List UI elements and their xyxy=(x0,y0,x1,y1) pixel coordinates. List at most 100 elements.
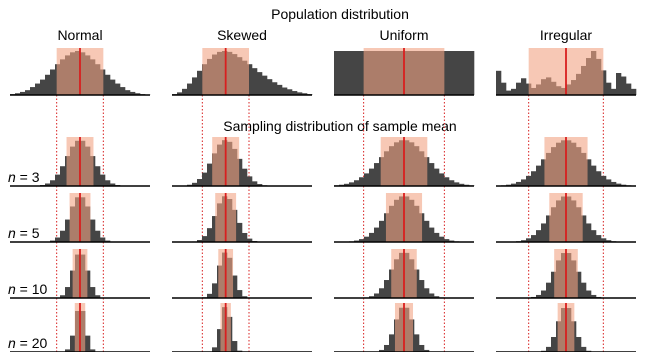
population-bar xyxy=(449,51,455,95)
sampling-n10-bar xyxy=(232,275,238,298)
sampling-n5-bar xyxy=(526,238,532,242)
sampling-n10-bar xyxy=(434,296,440,298)
sampling-title: Sampling distribution of sample mean xyxy=(223,118,456,134)
sampling-n20-panel xyxy=(496,303,636,352)
sampling-n5-bar xyxy=(374,227,380,242)
population-bar xyxy=(257,72,263,95)
population-bar xyxy=(611,88,617,95)
population-bar xyxy=(120,87,126,95)
sampling-n3-bar xyxy=(601,175,607,186)
chart-title: Population distribution xyxy=(271,6,409,22)
sampling-n3-bar xyxy=(349,182,355,186)
sampling-n3-bar xyxy=(247,176,253,186)
population-bar xyxy=(177,92,183,95)
sampling-n5-bar xyxy=(95,230,101,242)
population-bar xyxy=(621,76,627,95)
population-bar xyxy=(616,73,622,95)
sampling-n10-panel xyxy=(334,249,474,299)
population-bar xyxy=(349,51,355,95)
population-bar xyxy=(130,91,136,95)
population-bar xyxy=(626,83,632,95)
sampling-n3-bar xyxy=(55,174,61,186)
population-panel xyxy=(496,48,637,96)
population-bar xyxy=(506,90,512,95)
sampling-n3-bar xyxy=(511,183,517,186)
sampling-n10-bar xyxy=(576,271,582,298)
sampling-n5-bar xyxy=(606,240,612,242)
sampling-n20-panel xyxy=(10,303,150,352)
sampling-n5-bar xyxy=(581,215,587,242)
population-bar xyxy=(115,83,121,95)
population-bar xyxy=(302,93,308,95)
sampling-n5-bar xyxy=(541,223,547,242)
sampling-n20-bar xyxy=(85,335,91,352)
row-label-value: = 10 xyxy=(16,281,48,297)
sampling-n10-bar xyxy=(242,296,248,298)
sampling-n5-bar xyxy=(65,219,71,242)
population-bar xyxy=(192,77,198,95)
sampling-n3-bar xyxy=(257,184,263,186)
row-label-value: = 20 xyxy=(16,335,48,351)
sampling-n5-bar xyxy=(601,238,607,242)
sampling-n3-bar xyxy=(359,177,365,186)
sampling-n3-panel xyxy=(334,137,475,187)
sampling-n5-bar xyxy=(521,240,527,242)
sampling-n3-bar xyxy=(434,168,440,186)
population-bar xyxy=(187,83,193,95)
sampling-n5-bar xyxy=(207,228,213,242)
sampling-n10-panel xyxy=(496,249,636,299)
population-bar xyxy=(334,51,340,95)
sampling-n3-bar xyxy=(444,177,450,186)
population-bar xyxy=(247,64,253,95)
sampling-n3-bar xyxy=(459,183,465,186)
sampling-n5-bar xyxy=(531,235,537,242)
population-bar xyxy=(464,51,470,95)
sampling-n3-bar xyxy=(536,165,542,186)
sampling-n10-bar xyxy=(60,295,66,298)
sampling-n3-bar xyxy=(197,179,203,186)
sampling-n20-bar xyxy=(581,346,587,352)
sampling-n10-bar xyxy=(591,294,597,298)
sampling-n3-bar xyxy=(50,180,56,186)
sampling-n10-bar xyxy=(212,283,218,298)
row-label-symbol: n xyxy=(8,281,16,297)
sampling-n10-bar xyxy=(541,290,547,298)
sampling-n3-bar xyxy=(95,166,101,186)
sampling-n20-bar xyxy=(551,337,557,352)
row-label: n = 3 xyxy=(8,169,40,185)
population-bar xyxy=(262,75,268,95)
sampling-n10-bar xyxy=(429,293,435,298)
sampling-n10-bar xyxy=(207,293,213,298)
sampling-n20-bar xyxy=(379,349,385,352)
sampling-n5-bar xyxy=(364,236,370,242)
sampling-n20-bar xyxy=(217,329,223,352)
sampling-n5-panel xyxy=(172,193,312,243)
population-bar xyxy=(282,87,288,95)
sampling-n5-bar xyxy=(546,215,552,242)
sampling-n20-bar xyxy=(424,349,430,352)
sampling-n20-panel xyxy=(334,303,474,352)
population-bar xyxy=(501,82,507,95)
population-bar xyxy=(135,93,141,95)
sampling-n5-bar xyxy=(429,227,435,242)
sampling-n5-bar xyxy=(379,220,385,242)
population-bar xyxy=(444,51,450,95)
sampling-n3-panel xyxy=(172,137,312,187)
sampling-n10-bar xyxy=(90,287,96,298)
sampling-n10-bar xyxy=(95,295,101,298)
population-bar xyxy=(521,78,527,95)
population-panel xyxy=(334,48,475,96)
sampling-n3-bar xyxy=(454,182,460,186)
sampling-n3-bar xyxy=(105,180,111,186)
population-bar xyxy=(15,93,21,95)
sampling-n5-bar xyxy=(90,219,96,242)
row-label-symbol: n xyxy=(8,225,16,241)
sampling-n5-panel xyxy=(334,193,474,243)
sampling-n5-bar xyxy=(202,236,208,242)
sampling-n3-bar xyxy=(611,181,617,186)
sampling-n3-bar xyxy=(192,182,198,186)
population-bar xyxy=(454,51,460,95)
sampling-n3-bar xyxy=(60,166,66,186)
column-title: Uniform xyxy=(379,27,428,43)
